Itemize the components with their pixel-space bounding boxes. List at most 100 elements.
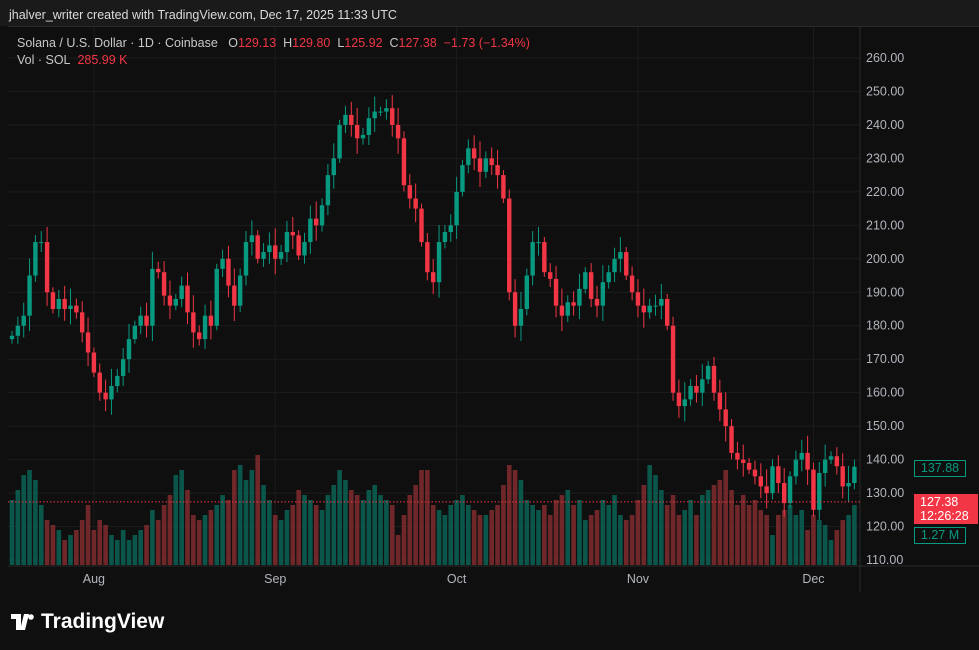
volume-bar [729, 490, 734, 565]
y-tick-label: 160.00 [866, 386, 904, 400]
candle-body [144, 315, 149, 326]
volume-bar [419, 470, 424, 565]
candle-body [401, 138, 407, 186]
candle-body [308, 218, 313, 243]
volume-bar [109, 535, 114, 565]
volume-bar [337, 470, 342, 565]
y-tick-label: 260.00 [866, 51, 904, 65]
candle-body [782, 483, 787, 504]
candle-body [9, 335, 15, 340]
candle-body [179, 285, 184, 299]
candle-body [635, 292, 641, 306]
volume-bar [372, 485, 377, 565]
candle-body [723, 409, 728, 427]
volume-bar [27, 470, 32, 565]
volume-bar [267, 500, 272, 565]
candle-body [132, 325, 138, 340]
volume-bar [220, 495, 225, 565]
volume-bar [155, 520, 161, 565]
candle-body [273, 245, 278, 259]
candle-body [548, 272, 553, 279]
volume-bar [629, 515, 635, 565]
x-tick-label: Dec [802, 572, 824, 586]
symbol-name: Solana / U.S. Dollar · 1D · Coinbase [17, 36, 218, 50]
volume-bar [232, 470, 237, 565]
volume-legend: Vol · SOL 285.99 K [17, 53, 128, 67]
candle-body [811, 469, 816, 510]
volume-bar [460, 495, 465, 565]
volume-bar [612, 495, 617, 565]
candle-body [553, 278, 559, 306]
volume-bar [360, 500, 366, 565]
volume-bar [442, 515, 448, 565]
y-tick-label: 110.00 [866, 553, 903, 567]
prev-close-badge: 137.88 [914, 460, 966, 477]
volume-bar [659, 490, 664, 565]
volume-bar [91, 530, 97, 565]
candle-body [15, 325, 21, 336]
candle-body [594, 298, 600, 306]
volume-bar [676, 515, 682, 565]
candle-body [577, 288, 582, 306]
volume-bar [325, 495, 331, 565]
candle-body [559, 305, 565, 316]
volume-bar [594, 510, 600, 565]
candle-body [319, 205, 325, 226]
volume-bar [132, 535, 138, 565]
candle-body [39, 242, 44, 244]
candle-body [624, 252, 629, 276]
volume-bar [852, 505, 857, 565]
candle-body [442, 232, 448, 243]
volume-bar [308, 500, 313, 565]
tv-logo-icon [11, 614, 34, 630]
candle-body [489, 158, 494, 166]
credit-text: jhalver_writer created with TradingView.… [9, 8, 397, 22]
tradingview-logo[interactable]: TradingView [11, 610, 164, 634]
candle-body [337, 124, 342, 159]
candle-body [220, 258, 225, 269]
close-value: 127.38 [398, 36, 437, 50]
volume-bar [226, 500, 231, 565]
volume-bar [425, 470, 430, 565]
volume-bar [38, 505, 44, 565]
candle-body [495, 165, 500, 176]
candle-body [682, 399, 687, 407]
x-tick-label: Nov [627, 572, 650, 586]
candle-body [536, 242, 541, 244]
price-chart[interactable]: 260.00 250.00 240.00 230.00 220.00 210.00 200.… [0, 0, 979, 592]
candle-body [518, 309, 524, 326]
candle-body [167, 295, 173, 306]
candle-body [56, 298, 61, 309]
candle-body [530, 242, 535, 276]
volume-bar [255, 455, 260, 565]
volume-bar [296, 490, 301, 565]
volume-bar [85, 505, 91, 565]
volume-bar [670, 495, 676, 565]
candle-body [378, 111, 383, 113]
candle-body [507, 198, 512, 293]
candle-body [834, 456, 840, 467]
last-price-badge: 127.38 12:26:28 [914, 494, 978, 524]
volume-bar [647, 465, 652, 565]
volume-bar [343, 480, 348, 565]
volume-bar [354, 495, 360, 565]
candle-body [185, 285, 190, 313]
volume-bar [173, 475, 179, 565]
volume-bar [822, 525, 828, 565]
volume-bar [126, 540, 132, 565]
volume-bar [44, 520, 50, 565]
volume-bar [682, 510, 688, 565]
volume-bar [21, 475, 26, 565]
x-tick-label: Oct [447, 572, 467, 586]
volume-bar [781, 510, 787, 565]
volume-bar [559, 495, 565, 565]
candle-body [173, 298, 178, 306]
candle-body [583, 272, 588, 289]
candle-body [618, 252, 623, 259]
volume-bar [237, 465, 243, 565]
candle-body [161, 272, 167, 296]
volume-bar [618, 515, 623, 565]
volume-bar [635, 500, 641, 565]
volume-bar [74, 530, 79, 565]
volume-bar [752, 500, 758, 565]
